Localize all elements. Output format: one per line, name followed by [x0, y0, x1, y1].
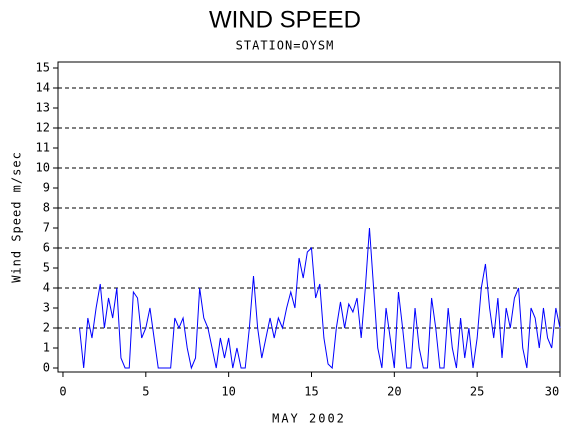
- y-tick-label: 10: [36, 161, 50, 175]
- y-tick-label: 15: [36, 61, 50, 75]
- y-axis-label: Wind Speed m/sec: [10, 151, 24, 283]
- x-tick-label: 20: [387, 385, 401, 399]
- y-tick-label: 13: [36, 101, 50, 115]
- x-axis-label: MAY 2002: [272, 412, 346, 426]
- plot-frame: [57, 61, 561, 373]
- chart-subtitle: STATION=OYSM: [236, 39, 335, 53]
- y-tick-label: 3: [43, 301, 50, 315]
- y-tick-label: 1: [43, 341, 50, 355]
- y-tick-label: 8: [43, 201, 50, 215]
- chart-title: WIND SPEED: [209, 6, 361, 33]
- data-line: [79, 227, 561, 370]
- y-tick-label: 6: [43, 241, 50, 255]
- y-tick-label: 2: [43, 321, 50, 335]
- y-tick-label: 12: [36, 121, 50, 135]
- y-tick-label: 4: [43, 281, 50, 295]
- y-tick-label: 0: [43, 361, 50, 375]
- y-tick-label: 7: [43, 221, 50, 235]
- y-tick-label: 11: [36, 141, 50, 155]
- x-tick-label: 15: [304, 385, 318, 399]
- x-tick-label: 0: [59, 385, 66, 399]
- x-tick-label: 25: [470, 385, 484, 399]
- y-tick-label: 9: [43, 181, 50, 195]
- x-tick-label: 5: [142, 385, 149, 399]
- y-tick-label: 14: [36, 81, 50, 95]
- x-tick-label: 30: [545, 385, 559, 399]
- y-tick-label: 5: [43, 261, 50, 275]
- x-tick-label: 10: [221, 385, 235, 399]
